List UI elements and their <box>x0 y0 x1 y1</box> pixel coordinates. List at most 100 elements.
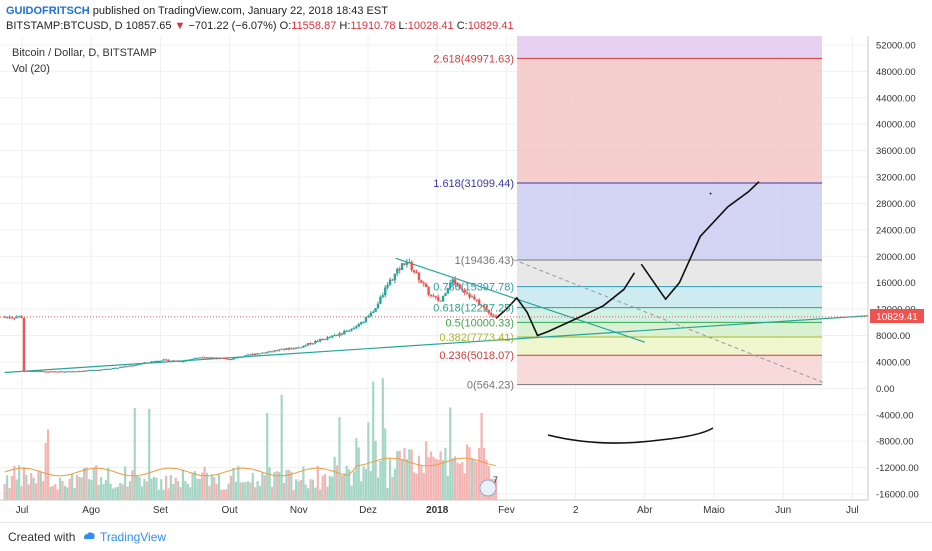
candle-body <box>174 360 177 362</box>
volume-bar <box>379 460 382 500</box>
volume-bar <box>25 474 28 500</box>
candle-body <box>90 370 93 372</box>
candle-body <box>196 357 199 359</box>
volume-bar <box>193 471 197 500</box>
volume-bar <box>162 489 165 500</box>
volume-bar <box>119 483 122 500</box>
candle-body <box>114 367 117 369</box>
candle-body <box>75 371 79 373</box>
volume-bar <box>6 475 9 500</box>
price-chart[interactable]: 2.618(49971.63) 1.618(31099.44) 1(19436.43… <box>0 36 932 522</box>
candle-body <box>155 361 158 363</box>
volume-bar <box>191 472 194 500</box>
tradingview-cloud-icon[interactable] <box>82 529 96 543</box>
volume-bar <box>348 469 351 500</box>
volume-bar <box>367 422 370 500</box>
y-tick-label: -4000.00 <box>876 410 914 421</box>
volume-bar <box>374 440 377 500</box>
volume-bar <box>213 477 216 500</box>
candle-body <box>56 371 59 373</box>
volume-bar <box>400 459 404 500</box>
price-axis: 52000.00 48000.00 44000.00 40000.00 36000.00… <box>876 41 919 501</box>
volume-bar <box>275 471 278 500</box>
tradingview-badge[interactable]: 7 <box>479 475 498 497</box>
volume-bar <box>278 471 281 500</box>
volume-bar <box>128 481 132 500</box>
volume-bar <box>83 467 86 500</box>
volume-bar <box>217 474 221 500</box>
volume-bar <box>314 487 317 500</box>
volume-bar <box>331 476 334 500</box>
candle-body <box>37 371 40 373</box>
volume-bar <box>393 468 396 500</box>
candle-body <box>42 371 45 373</box>
candle-body <box>222 358 226 360</box>
fib-label: 0.618(12227.25) <box>433 303 514 315</box>
volume-bar <box>263 475 266 500</box>
volume-bar <box>160 479 163 500</box>
volume-bars <box>3 378 498 500</box>
candle-body <box>107 368 110 370</box>
author-link[interactable]: GUIDOFRITSCH <box>6 5 90 17</box>
candle-body <box>13 317 16 319</box>
candle-body <box>323 339 327 341</box>
price-change: −701.22 (−6.07%) <box>188 20 277 32</box>
volume-bar <box>68 478 71 500</box>
volume-bar <box>369 471 372 500</box>
candle-body <box>359 322 363 325</box>
volume-bar <box>92 467 95 500</box>
candle-body <box>398 268 401 271</box>
candle-body <box>309 343 312 345</box>
candle-body <box>275 350 279 352</box>
candle-body <box>97 370 100 372</box>
candle-body <box>80 371 83 373</box>
candle-body <box>104 369 108 371</box>
candle-body <box>54 371 57 373</box>
y-tick-label: -8000.00 <box>876 437 914 448</box>
candle-body <box>487 309 490 314</box>
volume-bar <box>148 408 151 500</box>
volume-bar <box>482 447 486 500</box>
candle-body <box>152 361 156 363</box>
volume-bar <box>446 475 449 500</box>
candle-body <box>422 282 425 284</box>
volume-bar <box>63 485 67 500</box>
volume-bar <box>451 458 454 500</box>
candle-body <box>453 279 457 285</box>
volume-bar <box>203 466 206 500</box>
volume-bar <box>273 472 276 500</box>
volume-bar <box>285 470 288 500</box>
candle-body <box>280 348 283 350</box>
volume-bar <box>95 465 98 500</box>
candle-body <box>95 369 98 371</box>
candle-body <box>237 357 240 359</box>
low-label: L: <box>398 20 408 32</box>
candle-body <box>456 284 459 286</box>
volume-bar <box>364 468 368 500</box>
volume-bar <box>333 456 336 500</box>
candle-body <box>446 288 450 294</box>
volume-bar <box>107 467 110 500</box>
candle-body <box>386 285 389 288</box>
volume-ma-line <box>4 457 497 477</box>
volume-bar <box>13 465 16 500</box>
candle-body <box>133 365 136 367</box>
y-tick-label: 48000.00 <box>876 67 916 78</box>
volume-bar <box>136 475 139 500</box>
candle-body <box>352 327 356 329</box>
candle-body <box>186 359 189 361</box>
volume-bar <box>362 466 365 500</box>
x-tick-label: Jul <box>846 505 859 516</box>
volume-bar <box>172 483 175 500</box>
volume-bar <box>30 472 33 500</box>
candle-body <box>119 366 122 368</box>
tradingview-link[interactable]: TradingView <box>100 530 167 544</box>
y-tick-label: 28000.00 <box>876 199 916 210</box>
volume-bar <box>386 487 389 500</box>
footer-bar: Created with TradingView <box>0 522 932 551</box>
volume-bar <box>124 466 127 500</box>
candle-body <box>29 371 33 373</box>
candle-body <box>249 354 252 356</box>
x-tick-label: Nov <box>290 505 308 516</box>
hand-drawn-dot <box>709 192 712 195</box>
